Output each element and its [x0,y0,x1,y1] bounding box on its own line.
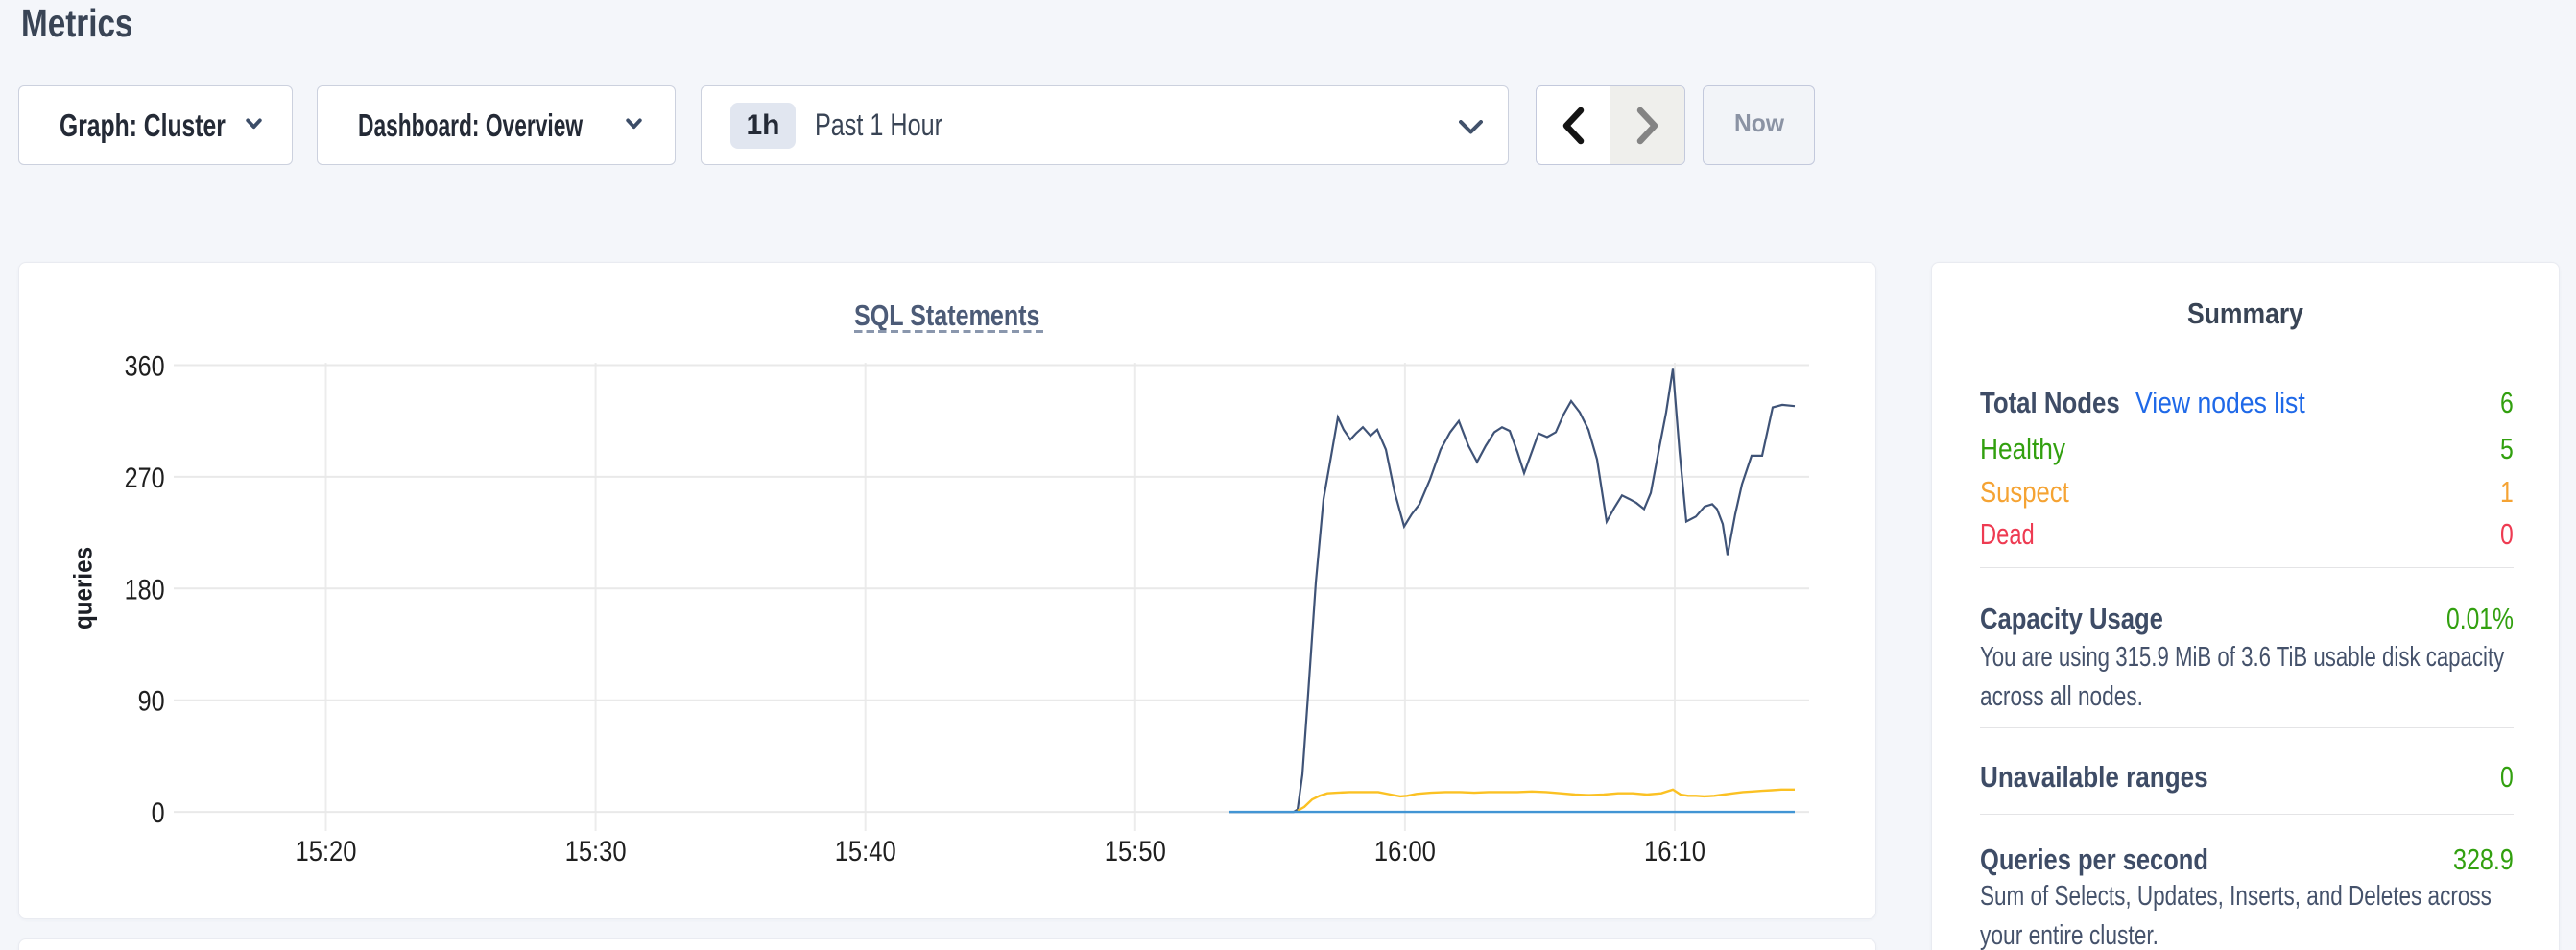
svg-text:180: 180 [125,574,165,606]
svg-text:16:10: 16:10 [1644,836,1705,867]
svg-text:15:50: 15:50 [1105,836,1166,867]
svg-text:270: 270 [125,463,165,494]
svg-text:0: 0 [152,797,165,829]
svg-text:15:20: 15:20 [296,836,357,867]
svg-text:15:30: 15:30 [565,836,627,867]
svg-text:15:40: 15:40 [835,836,896,867]
svg-text:360: 360 [125,351,165,383]
svg-text:16:00: 16:00 [1374,836,1436,867]
svg-text:90: 90 [138,686,165,718]
